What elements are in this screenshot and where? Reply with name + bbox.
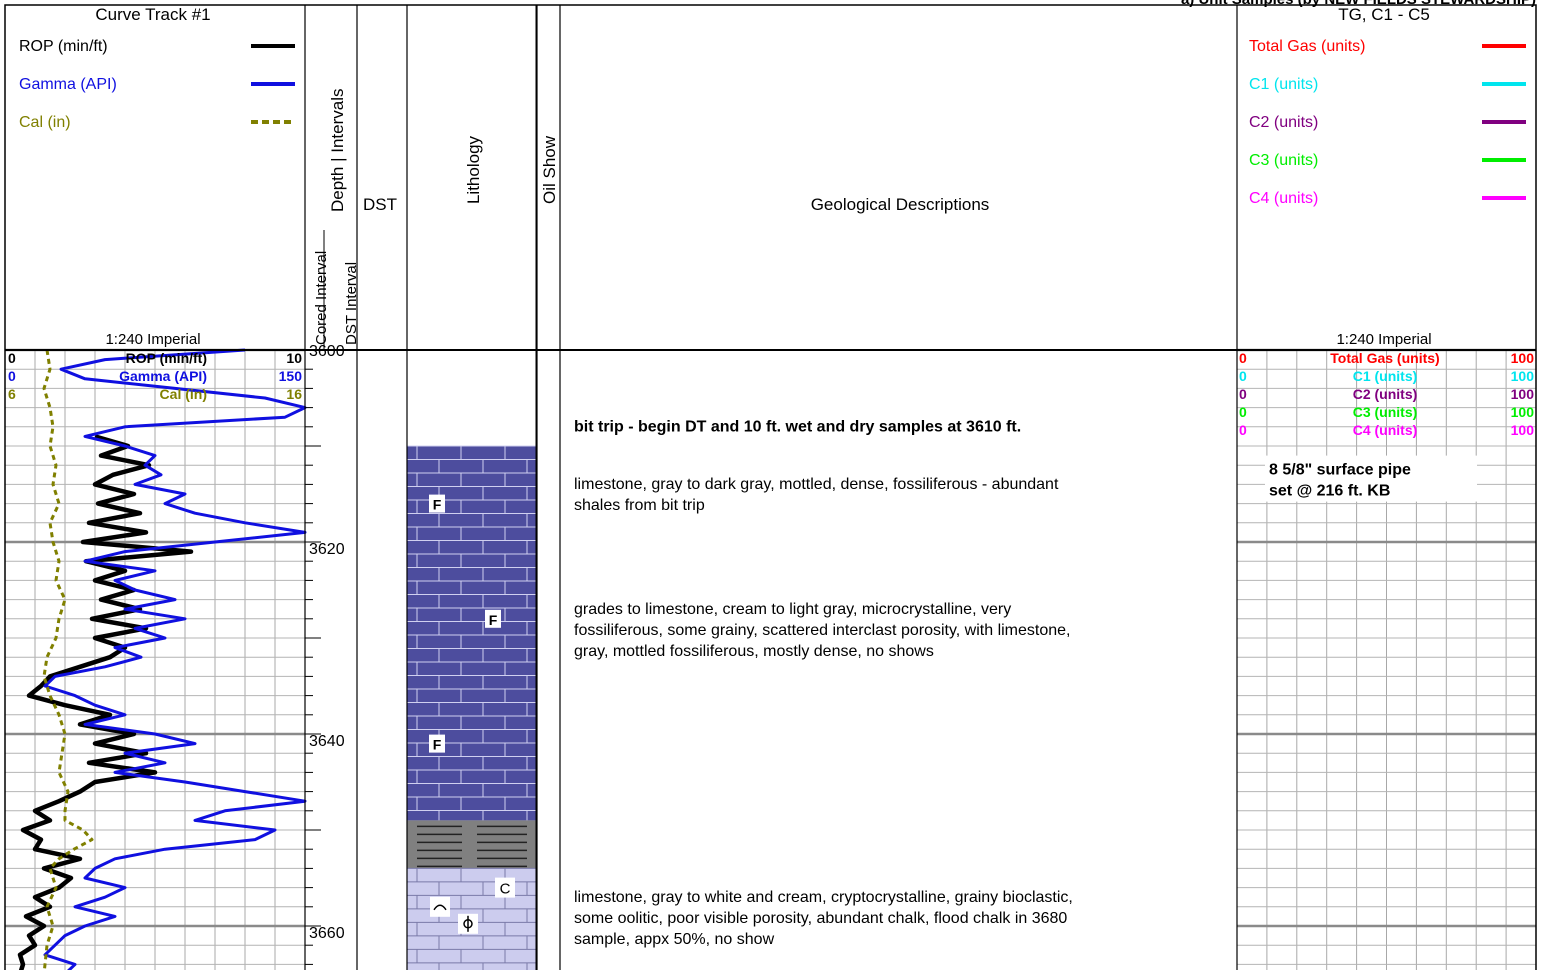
dst-column-label: DST [363,195,397,214]
title-strip: a) Unit Samples (by NEW FIELDS STEWARDSH… [1181,0,1536,8]
gas-scale-min: 0 [1239,368,1247,384]
gas-track-title: TG, C1 - C5 [1338,5,1430,24]
gas-legend-label: C1 (units) [1249,76,1318,93]
curve-gamma [43,348,307,970]
chalk-marker: C [500,881,511,898]
gas-scale-min: 0 [1239,350,1247,366]
lithology-column-label: Lithology [464,135,483,204]
gas-scale-max: 100 [1511,350,1535,366]
lithology-column: F F F C [407,445,537,970]
depth-label: 3660 [309,925,345,942]
fossil-marker: F [433,497,442,513]
gas-legend: Total Gas (units) C1 (units) C2 (units) C3 … [1249,38,1526,207]
curve-scale-max: 10 [286,350,302,366]
gas-scale-name: C4 (units) [1353,422,1418,438]
curve-legend-label: Cal (in) [19,114,71,131]
depth-label: 3620 [309,541,345,558]
lithology-unit [407,820,537,869]
curve-scale-max: 150 [279,368,303,384]
curve-legend: ROP (min/ft) Gamma (API) Cal (in) [19,38,295,131]
curve-scale-name: Cal (in) [160,386,207,402]
gas-scale-max: 100 [1511,368,1535,384]
curve-legend-label: Gamma (API) [19,76,117,93]
annotation-box [1265,455,1477,502]
curve-legend-label: ROP (min/ft) [19,38,108,55]
lithology-unit [407,446,537,821]
depth-label: 3640 [309,733,345,750]
gas-scale-min: 0 [1239,404,1247,420]
description-line: some oolitic, poor visible porosity, abu… [574,910,1067,927]
geological-descriptions-label: Geological Descriptions [811,195,990,214]
gas-scale-max: 100 [1511,422,1535,438]
curve-track-title: Curve Track #1 [95,5,210,24]
ooid-symbol-box [430,896,450,917]
annotation-line: set @ 216 ft. KB [1269,483,1390,500]
gas-legend-label: C4 (units) [1249,190,1318,207]
gas-track-grid [1236,348,1537,970]
gas-legend-label: C2 (units) [1249,114,1318,131]
scale-label-left: 1:240 Imperial [105,331,200,348]
geological-descriptions: bit trip - begin DT and 10 ft. wet and d… [574,419,1073,948]
curve-rop [17,434,194,970]
curve-track-grid [4,348,306,970]
gas-scale-name: C1 (units) [1353,368,1418,384]
gas-scale-name: C3 (units) [1353,404,1418,420]
curve-scale-name: Gamma (API) [119,368,207,384]
description-line: shales from bit trip [574,497,705,514]
description-line: sample, appx 50%, no show [574,931,775,948]
fossil-marker-box [485,609,501,628]
curve-scale-name: ROP (min/ft) [126,350,207,366]
scale-label-right: 1:240 Imperial [1336,331,1431,348]
gas-scale-max: 100 [1511,404,1535,420]
description-line: gray, mottled fossiliferous, mostly dens… [574,643,934,660]
oil-show-column-label: Oil Show [540,135,559,204]
gas-scale-min: 0 [1239,422,1247,438]
ooid-symbol [433,904,447,911]
column-frame [4,4,1537,970]
casing-annotation: 8 5/8" surface pipe set @ 216 ft. KB [1265,455,1477,502]
cored-interval-label: Cored Interval [313,251,330,345]
dst-interval-label: DST Interval [343,262,360,345]
gas-scale-name: C2 (units) [1353,386,1418,402]
gas-scale-name: Total Gas (units) [1330,350,1439,366]
gas-legend-label: C3 (units) [1249,152,1318,169]
description-line: fossiliferous, some grainy, scattered in… [574,622,1071,639]
gas-scale-min: 0 [1239,386,1247,402]
depth-column-label: Depth | Intervals [328,89,347,212]
description-line: bit trip - begin DT and 10 ft. wet and d… [574,419,1021,436]
gas-legend-label: Total Gas (units) [1249,38,1365,55]
fossil-marker: F [433,737,442,753]
description-line: limestone, gray to white and cream, cryp… [574,889,1073,906]
description-line: grades to limestone, cream to light gray… [574,601,1011,618]
outer-border [4,4,1537,970]
depth-labels: 3600 3620 3640 3660 [305,343,345,965]
curve-scale-max: 16 [286,386,302,402]
curve-scale-min: 0 [8,350,16,366]
curve-scale-min: 0 [8,368,16,384]
curve-scale-min: 6 [8,386,16,402]
fossil-marker: F [489,612,498,628]
gas-scale-max: 100 [1511,386,1535,402]
annotation-line: 8 5/8" surface pipe [1269,462,1411,479]
fossil-marker-box [429,734,445,753]
description-line: limestone, gray to dark gray, mottled, d… [574,476,1059,493]
chalk-marker-box [495,877,515,898]
fossil-marker-box [429,494,445,513]
curve-traces [17,348,307,970]
depth-label: 3600 [309,343,345,360]
